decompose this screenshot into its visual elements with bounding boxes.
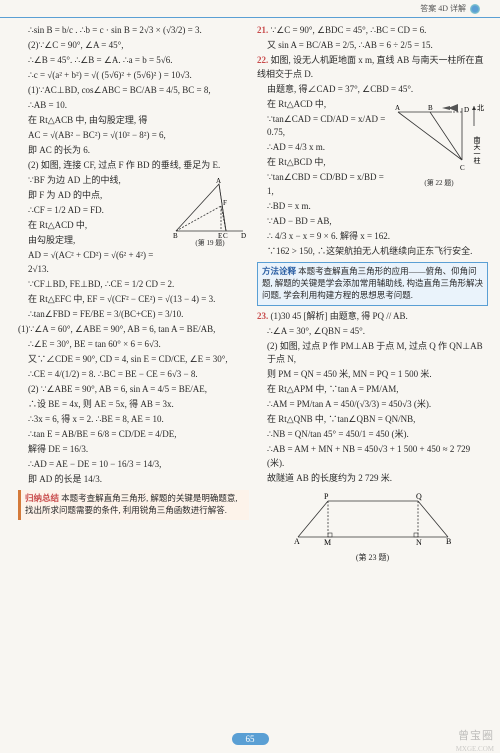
text-line: ∴BD = x m.: [257, 200, 488, 214]
svg-text:M: M: [324, 538, 331, 547]
svg-text:F: F: [223, 199, 227, 207]
text-line: 由题意, 得∠CAD = 37°, ∠CBD = 45°.: [257, 83, 488, 97]
text-line: 即 AD 的长是 14/3.: [18, 473, 249, 487]
svg-text:B: B: [446, 537, 451, 546]
watermark: 曾宝圈: [458, 727, 494, 743]
question-number-22: 22.: [257, 55, 268, 65]
text-line: ∵AD − BD = AB,: [257, 215, 488, 229]
figure-19-caption: (第 19 题): [171, 238, 249, 249]
svg-text:A: A: [216, 177, 221, 185]
text-line: 解得 DE = 16/3.: [18, 443, 249, 457]
text-line: ∴sin B = b/c . ∴b = c · sin B = 2√3 × (√…: [18, 24, 249, 38]
text-line: 即 AC 的长为 6.: [18, 144, 249, 158]
header-bar: 答案 4D 详解: [0, 0, 500, 18]
question-number-21: 21.: [257, 25, 268, 35]
summary-box: 归纳总结 本题考查解直角三角形, 解题的关键是明确题意, 找出所求问题需要的条件…: [18, 490, 249, 520]
right-column: 21. ∵∠C = 90°, ∠BDC = 45°, ∴BC = CD = 6.…: [257, 24, 488, 564]
text-line: 在 Rt△ACB 中, 由勾股定理, 得: [18, 114, 249, 128]
text-line: (2) 如图, 过点 P 作 PM⊥AB 于点 M, 过点 Q 作 QN⊥AB …: [257, 340, 488, 367]
text-line: ∴∠A = 30°, ∠QBN = 45°.: [257, 325, 488, 339]
text-line: (2) 如图, 连接 CF, 过点 F 作 BD 的垂线, 垂足为 E.: [18, 159, 249, 173]
text-line: ∴AB = 10.: [18, 99, 249, 113]
svg-text:A: A: [395, 104, 400, 112]
text-line: (1)∵AC⊥BD, cos∠ABC = BC/AB = 4/5, BC = 8…: [18, 84, 249, 98]
svg-text:C: C: [460, 164, 465, 172]
figure-22: A B C D 北 南天一柱 (第 22 题): [390, 100, 488, 189]
text: 如图, 设无人机距地面 x m, 直线 AB 与南天一柱所在直线相交于点 D.: [257, 55, 484, 79]
text-line: ∴AD = AE − DE = 10 − 16/3 = 14/3,: [18, 458, 249, 472]
header-icon: [470, 4, 480, 14]
figure-23-caption: (第 23 题): [257, 552, 488, 564]
text-line: 又 sin A = BC/AB = 2/5, ∴AB = 6 ÷ 2/5 = 1…: [257, 39, 488, 53]
text-line: (2)∵∠C = 90°, ∠A = 45°,: [18, 39, 249, 53]
text-line: ∴NB = QN/tan 45° = 450/1 = 450 (米).: [257, 428, 488, 442]
svg-text:D: D: [241, 232, 246, 238]
summary-title: 归纳总结: [25, 493, 59, 503]
svg-text:北: 北: [477, 104, 484, 112]
figure-22-caption: (第 22 题): [390, 178, 488, 189]
text-line: ∴ 4/3 x − x = 9 × 6. 解得 x = 162.: [257, 230, 488, 244]
method-box: 方法诠释 本题考查解直角三角形的应用——俯角、仰角问题, 解题的关键是学会添加常…: [257, 262, 488, 306]
svg-text:B: B: [428, 104, 433, 112]
question-number-23: 23.: [257, 311, 268, 321]
text-line: ∴3x = 6, 得 x = 2. ∴BE = 8, AE = 10.: [18, 413, 249, 427]
text-line: 22. 如图, 设无人机距地面 x m, 直线 AB 与南天一柱所在直线相交于点…: [257, 54, 488, 81]
text-line: 故隧道 AB 的长度约为 2 729 米.: [257, 472, 488, 486]
svg-text:D: D: [464, 106, 469, 114]
text-line: AC = √(AB² − BC²) = √(10² − 8²) = 6,: [18, 129, 249, 143]
text-line: 在 Rt△QNB 中, ∵tan∠QBN = QN/NB,: [257, 413, 488, 427]
text-line: ∴tan E = AB/BE = 6/8 = CD/DE = 4/DE,: [18, 428, 249, 442]
text-line: ∵162 > 150, ∴这架航拍无人机继续向正东飞行安全.: [257, 245, 488, 259]
content-columns: ∴sin B = b/c . ∴b = c · sin B = 2√3 × (√…: [0, 18, 500, 568]
text-line: ∵CF⊥BD, FE⊥BD, ∴CE = 1/2 CD = 2.: [18, 278, 249, 292]
svg-text:N: N: [416, 538, 422, 547]
text-line: AD = √(AC² + CD²) = √(6² + 4²) = 2√13.: [18, 249, 249, 276]
method-body: 本题考查解直角三角形的应用——俯角、仰角问题, 解题的关键是学会添加常用辅助线,…: [262, 266, 483, 300]
text-line: (1)∵∠A = 60°, ∠ABE = 90°, AB = 6, tan A …: [18, 323, 249, 337]
header-text: 答案 4D 详解: [420, 3, 466, 14]
text-line: ∴tan∠FBD = FE/BE = 3/(BC+CE) = 3/10.: [18, 308, 249, 322]
footer: 65: [0, 733, 500, 745]
svg-text:B: B: [173, 232, 178, 238]
text-line: ∴设 BE = 4x, 则 AE = 5x, 得 AB = 3x.: [18, 398, 249, 412]
text-line: 在 Rt△EFC 中, EF = √(CF² − CE²) = √(13 − 4…: [18, 293, 249, 307]
svg-text:P: P: [324, 492, 329, 501]
svg-text:南天一柱: 南天一柱: [473, 135, 481, 165]
figure-23: A B P Q M N (第 23 题): [257, 489, 488, 564]
text-line: 23. (1)30 45 [解析] 由题意, 得 PQ // AB.: [257, 310, 488, 324]
text-line: ∴∠E = 30°, BE = tan 60° × 6 = 6√3.: [18, 338, 249, 352]
left-column: ∴sin B = b/c . ∴b = c · sin B = 2√3 × (√…: [18, 24, 249, 564]
text-line: ∴AM = PM/tan A = 450/(√3/3) = 450√3 (米).: [257, 398, 488, 412]
text-line: ∴CE = 4/(1/2) = 8. ∴BC = BE − CE = 6√3 −…: [18, 368, 249, 382]
text-line: ∴c = √(a² + b²) = √( (5√6)² + (5√6)² ) =…: [18, 69, 249, 83]
text-line: 21. ∵∠C = 90°, ∠BDC = 45°, ∴BC = CD = 6.: [257, 24, 488, 38]
svg-text:Q: Q: [416, 492, 422, 501]
text-line: (2) ∵∠ABE = 90°, AB = 6, sin A = 4/5 = B…: [18, 383, 249, 397]
method-title: 方法诠释: [262, 266, 296, 276]
text-line: 则 PM = QN = 450 米, MN = PQ = 1 500 米.: [257, 368, 488, 382]
text: ∵∠C = 90°, ∠BDC = 45°, ∴BC = CD = 6.: [271, 25, 427, 35]
figure-19: B C D E A F (第 19 题): [171, 176, 249, 249]
svg-text:A: A: [294, 537, 300, 546]
text: (1)30 45 [解析] 由题意, 得 PQ // AB.: [271, 311, 408, 321]
text-line: ∴AB = AM + MN + NB = 450√3 + 1 500 + 450…: [257, 443, 488, 470]
text-line: 在 Rt△APM 中, ∵tan A = PM/AM,: [257, 383, 488, 397]
text-line: 又∵∠CDE = 90°, CD = 4, sin E = CD/CE, ∠E …: [18, 353, 249, 367]
watermark-sub: MXGE.COM: [456, 745, 494, 753]
page-number: 65: [232, 733, 269, 745]
text-line: ∴∠B = 45°. ∴∠B = ∠A. ∴a = b = 5√6.: [18, 54, 249, 68]
